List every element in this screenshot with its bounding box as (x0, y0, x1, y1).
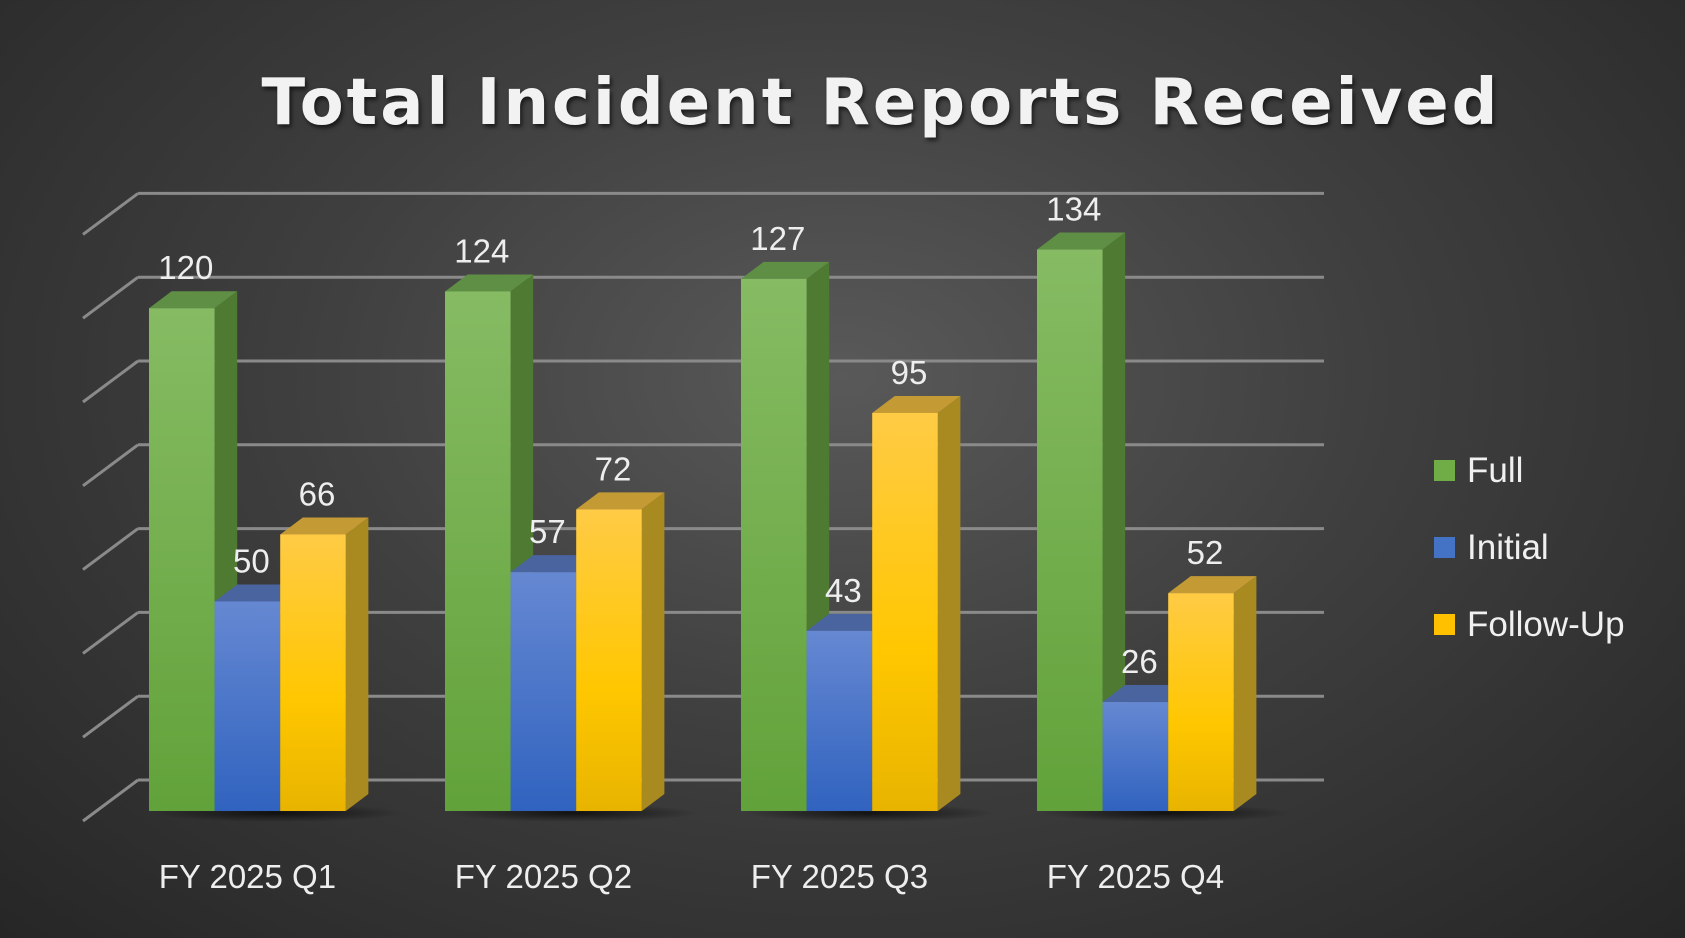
bar-initial (1102, 702, 1169, 811)
gridline-side (82, 527, 139, 571)
legend-label: Full (1467, 450, 1524, 490)
x-tick-label: FY 2025 Q1 (159, 858, 336, 895)
gridline-side (82, 192, 139, 236)
bar-follow-up (576, 509, 642, 811)
bar-top (149, 291, 238, 309)
bar-side (1102, 232, 1126, 812)
legend-label: Initial (1467, 527, 1549, 567)
bar-full (149, 308, 215, 811)
bar-follow-up (1168, 593, 1234, 811)
data-label: 66 (299, 475, 336, 512)
legend-item: Follow-Up (1434, 586, 1625, 663)
bar-full (1037, 249, 1103, 812)
bar-follow-up (872, 412, 938, 811)
legend-swatch (1434, 614, 1455, 635)
gridline-side (82, 778, 139, 823)
legend: Full Initial Follow-Up (1434, 432, 1625, 663)
data-label: 52 (1187, 534, 1224, 571)
x-tick-label: FY 2025 Q3 (751, 858, 928, 895)
legend-swatch (1434, 460, 1455, 481)
gridline-side (82, 443, 139, 488)
bar-top (1168, 576, 1257, 594)
bar-top (280, 517, 369, 535)
legend-swatch (1434, 537, 1455, 558)
gridline-side (82, 275, 139, 320)
data-label: 134 (1046, 191, 1101, 228)
bar-top (872, 395, 961, 413)
bar-initial (510, 572, 577, 811)
data-label: 95 (891, 354, 928, 391)
bar-side (1233, 576, 1257, 811)
data-label: 50 (233, 543, 270, 580)
bar-top (1037, 232, 1126, 250)
bar-side (345, 517, 369, 811)
data-label: 26 (1121, 643, 1158, 680)
bar-top (576, 492, 665, 510)
data-label: 43 (825, 572, 862, 609)
x-tick-label: FY 2025 Q2 (455, 858, 632, 895)
x-tick-label: FY 2025 Q4 (1047, 858, 1224, 895)
bar-full (445, 291, 511, 811)
chart-title: Total Incident Reports Received (261, 66, 1501, 140)
gridline-side (82, 694, 139, 739)
legend-item: Full (1434, 432, 1625, 509)
bar-follow-up (280, 534, 346, 811)
data-label: 120 (158, 249, 213, 286)
gridline-side (82, 359, 139, 404)
bar-top (741, 261, 830, 279)
data-label: 127 (750, 220, 805, 257)
data-label: 124 (454, 232, 509, 269)
gridline-side (82, 611, 139, 655)
data-label: 72 (595, 450, 632, 487)
bar-initial (806, 630, 873, 811)
legend-item: Initial (1434, 509, 1625, 586)
bar-side (641, 492, 665, 811)
bar-side (937, 395, 961, 811)
legend-label: Follow-Up (1467, 604, 1625, 644)
bar-full (741, 278, 807, 811)
bar-top (445, 274, 534, 292)
data-label: 57 (529, 513, 566, 550)
bar-initial (214, 601, 281, 811)
